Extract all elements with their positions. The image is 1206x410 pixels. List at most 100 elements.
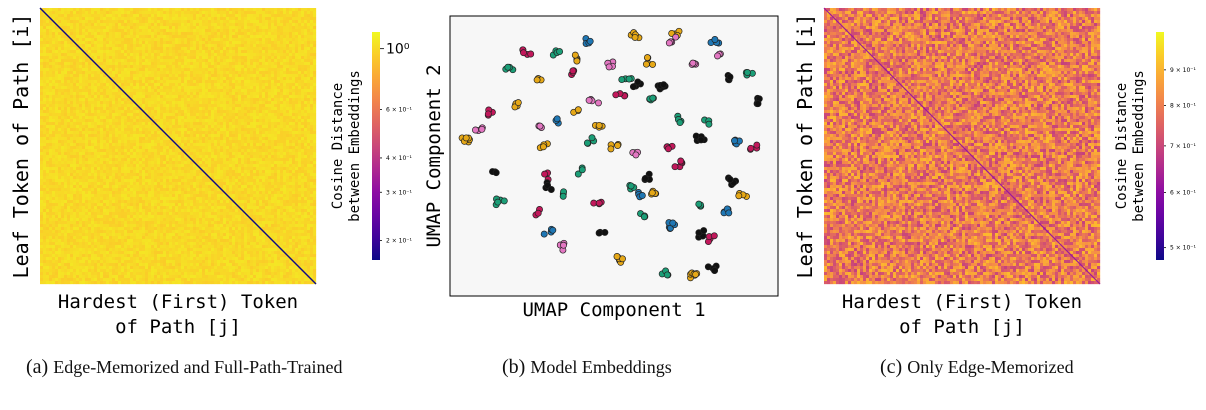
- heatmap-cell: [304, 110, 307, 113]
- heatmap-cell: [73, 101, 76, 104]
- heatmap-cell: [238, 41, 241, 44]
- heatmap-cell: [106, 53, 109, 56]
- heatmap-cell: [85, 92, 88, 95]
- heatmap-cell: [199, 56, 202, 59]
- heatmap-cell: [244, 11, 247, 14]
- heatmap-cell: [154, 17, 157, 20]
- heatmap-cell: [61, 101, 64, 104]
- heatmap-cell: [166, 77, 169, 80]
- heatmap-cell: [226, 101, 229, 104]
- heatmap-cell: [67, 89, 70, 92]
- heatmap-cell: [238, 62, 241, 65]
- heatmap-cell: [94, 77, 97, 80]
- heatmap-cell: [136, 56, 139, 59]
- heatmap-cell: [313, 11, 316, 14]
- heatmap-cell: [241, 83, 244, 86]
- heatmap-cell: [157, 26, 160, 29]
- heatmap-cell: [91, 71, 94, 74]
- heatmap-cell: [295, 14, 298, 17]
- heatmap-cell: [88, 17, 91, 20]
- heatmap-cell: [196, 35, 199, 38]
- heatmap-cell: [238, 32, 241, 35]
- heatmap-cell: [70, 29, 73, 32]
- heatmap-cell: [94, 41, 97, 44]
- heatmap-cell: [133, 65, 136, 68]
- heatmap-cell: [169, 59, 172, 62]
- heatmap-cell: [313, 74, 316, 77]
- heatmap-cell: [148, 59, 151, 62]
- heatmap-cell: [103, 11, 106, 14]
- heatmap-cell: [253, 77, 256, 80]
- heatmap-cell: [136, 110, 139, 113]
- heatmap-cell: [301, 26, 304, 29]
- heatmap-cell: [55, 110, 58, 113]
- heatmap-cell: [73, 35, 76, 38]
- heatmap-cell: [82, 92, 85, 95]
- heatmap-cell: [70, 26, 73, 29]
- heatmap-cell: [265, 20, 268, 23]
- heatmap-cell: [100, 11, 103, 14]
- heatmap-cell: [148, 56, 151, 59]
- heatmap-cell: [214, 11, 217, 14]
- heatmap-cell: [175, 89, 178, 92]
- heatmap-cell: [97, 80, 100, 83]
- heatmap-cell: [151, 47, 154, 50]
- heatmap-cell: [199, 20, 202, 23]
- heatmap-cell: [280, 68, 283, 71]
- heatmap-cell: [52, 59, 55, 62]
- heatmap-cell: [145, 20, 148, 23]
- heatmap-cell: [94, 47, 97, 50]
- heatmap-cell: [262, 23, 265, 26]
- heatmap-cell: [310, 107, 313, 110]
- heatmap-cell: [199, 11, 202, 14]
- heatmap-cell: [43, 107, 46, 110]
- heatmap-cell: [271, 95, 274, 98]
- heatmap-cell: [238, 50, 241, 53]
- heatmap-cell: [115, 92, 118, 95]
- heatmap-cell: [268, 23, 271, 26]
- heatmap-cell: [283, 53, 286, 56]
- heatmap-cell: [220, 104, 223, 107]
- heatmap-cell: [262, 20, 265, 23]
- heatmap-cell: [208, 71, 211, 74]
- heatmap-cell: [298, 71, 301, 74]
- heatmap-cell: [280, 56, 283, 59]
- heatmap-cell: [202, 113, 205, 116]
- heatmap-cell: [238, 8, 241, 11]
- heatmap-cell: [52, 80, 55, 83]
- heatmap-cell: [52, 50, 55, 53]
- heatmap-cell: [85, 11, 88, 14]
- heatmap-cell: [295, 98, 298, 101]
- heatmap-cell: [169, 32, 172, 35]
- heatmap-cell: [217, 110, 220, 113]
- heatmap-cell: [115, 89, 118, 92]
- heatmap-cell: [79, 110, 82, 113]
- heatmap-cell: [133, 68, 136, 71]
- heatmap-cell: [280, 59, 283, 62]
- heatmap-cell: [160, 83, 163, 86]
- heatmap-cell: [73, 23, 76, 26]
- heatmap-cell: [76, 59, 79, 62]
- heatmap-cell: [133, 80, 136, 83]
- heatmap-cell: [247, 35, 250, 38]
- heatmap-cell: [82, 44, 85, 47]
- heatmap-cell: [250, 56, 253, 59]
- heatmap-cell: [130, 62, 133, 65]
- heatmap-cell: [277, 110, 280, 113]
- heatmap-cell: [103, 50, 106, 53]
- heatmap-cell: [88, 23, 91, 26]
- heatmap-cell: [160, 53, 163, 56]
- heatmap-cell: [61, 20, 64, 23]
- heatmap-cell: [100, 14, 103, 17]
- heatmap-cell: [301, 38, 304, 41]
- heatmap-cell: [85, 104, 88, 107]
- heatmap-cell: [160, 59, 163, 62]
- heatmap-cell: [118, 113, 121, 116]
- heatmap-cell: [241, 32, 244, 35]
- heatmap-cell: [67, 119, 70, 122]
- heatmap-cell: [181, 65, 184, 68]
- heatmap-cell: [94, 95, 97, 98]
- heatmap-cell: [88, 65, 91, 68]
- heatmap-cell: [286, 20, 289, 23]
- heatmap-cell: [244, 35, 247, 38]
